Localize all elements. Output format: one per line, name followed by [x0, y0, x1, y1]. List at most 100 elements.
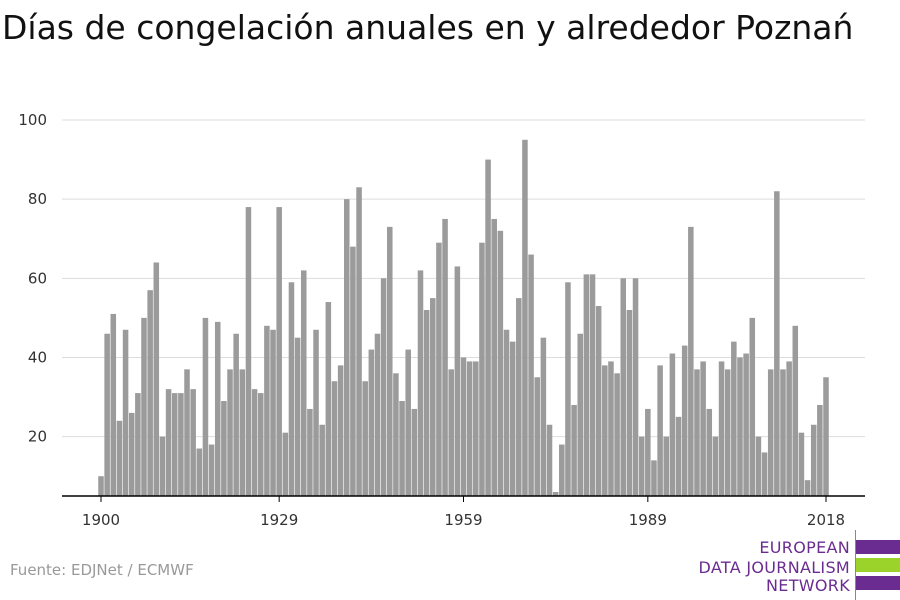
- bar-2009: [767, 369, 774, 496]
- bar-2013: [792, 325, 799, 496]
- bar-1966: [503, 329, 510, 496]
- bar-1939: [337, 365, 344, 496]
- bar-1962: [479, 242, 485, 496]
- logo-bar-purple-top: [856, 540, 900, 554]
- bar-1910: [159, 436, 166, 496]
- x-tick-labels: 1900 1929 1959 1989 2018: [82, 496, 845, 529]
- bar-1923: [239, 369, 246, 496]
- bar-2003: [731, 341, 737, 496]
- bar-2002: [724, 369, 731, 496]
- bar-1928: [270, 329, 276, 496]
- bar-1961: [473, 361, 479, 496]
- bar-1990: [651, 460, 657, 496]
- bar-1995: [681, 345, 688, 496]
- bar-2000: [712, 436, 719, 496]
- bar-1922: [233, 333, 239, 496]
- bar-1929: [276, 207, 282, 496]
- bar-1950: [405, 349, 411, 496]
- bar-1976: [565, 282, 571, 496]
- logo-line-3: NETWORK: [766, 576, 850, 595]
- bar-1946: [380, 278, 387, 496]
- bar-2005: [743, 353, 749, 496]
- bar-1944: [368, 349, 375, 496]
- y-tick-label-100: 100: [18, 111, 47, 129]
- x-tick-label-1900: 1900: [82, 511, 120, 529]
- bar-1942: [356, 187, 362, 496]
- bar-1901: [104, 333, 110, 496]
- x-tick-label-1989: 1989: [629, 511, 667, 529]
- bar-1907: [141, 317, 147, 496]
- bar-1989: [645, 408, 651, 496]
- bars: [98, 139, 829, 497]
- bar-1958: [454, 266, 461, 496]
- bar-1997: [694, 369, 700, 496]
- bar-1965: [497, 230, 504, 496]
- bar-1957: [448, 369, 454, 496]
- bar-1926: [257, 393, 264, 496]
- bar-1982: [602, 365, 608, 496]
- bar-1984: [614, 373, 620, 496]
- bar-1945: [374, 333, 381, 496]
- logo-line-2: DATA JOURNALISM: [698, 558, 850, 577]
- bar-1983: [608, 361, 614, 496]
- bar-1969: [522, 139, 528, 497]
- bar-1994: [675, 416, 682, 496]
- bar-1915: [190, 389, 196, 496]
- bar-2011: [780, 369, 786, 496]
- logo-bar-purple-bottom: [856, 576, 900, 590]
- bar-2012: [786, 361, 792, 496]
- bar-1908: [147, 290, 153, 496]
- bar-1935: [313, 329, 319, 496]
- bar-1912: [171, 393, 178, 496]
- y-tick-label-80: 80: [28, 190, 47, 208]
- bar-1906: [135, 393, 141, 496]
- bar-1986: [626, 309, 633, 496]
- bar-1940: [344, 199, 350, 496]
- bar-2006: [749, 317, 756, 496]
- bar-1918: [208, 444, 215, 496]
- bar-1975: [559, 444, 565, 496]
- bar-1970: [528, 254, 534, 496]
- bar-2018: [823, 377, 829, 496]
- bar-1981: [595, 306, 602, 496]
- bar-1954: [430, 298, 436, 496]
- bar-1996: [688, 226, 694, 497]
- bar-1992: [663, 436, 670, 496]
- bar-1968: [516, 298, 522, 496]
- bar-2004: [737, 357, 743, 496]
- bar-1919: [214, 321, 221, 496]
- bar-1955: [436, 242, 442, 496]
- bar-1949: [399, 401, 405, 496]
- bar-1964: [491, 218, 497, 496]
- bar-1999: [706, 408, 713, 496]
- bar-2015: [804, 480, 811, 496]
- bar-1967: [509, 341, 516, 496]
- bar-1951: [411, 408, 418, 496]
- bar-2007: [755, 436, 762, 496]
- bar-1934: [307, 408, 313, 496]
- bar-1931: [288, 282, 295, 496]
- logo-separator: [855, 530, 856, 600]
- bar-1947: [387, 226, 393, 497]
- bar-1952: [417, 270, 424, 496]
- bar-1998: [700, 361, 706, 496]
- bar-1933: [300, 270, 307, 496]
- bar-1920: [221, 401, 227, 496]
- y-tick-label-40: 40: [28, 348, 47, 366]
- chart-title: Días de congelación anuales en y alreded…: [2, 8, 854, 47]
- bar-1938: [331, 381, 338, 496]
- bar-2017: [817, 404, 823, 496]
- bar-2014: [798, 432, 805, 496]
- bar-2016: [810, 424, 817, 496]
- x-tick-label-1929: 1929: [260, 511, 298, 529]
- bar-1987: [632, 278, 639, 496]
- bar-1985: [620, 278, 627, 496]
- bar-1991: [657, 365, 663, 496]
- bar-1930: [282, 432, 289, 496]
- bar-1921: [227, 369, 233, 496]
- x-tick-label-1959: 1959: [444, 511, 482, 529]
- y-tick-label-60: 60: [28, 269, 47, 287]
- bar-1959: [460, 357, 467, 496]
- bar-1924: [245, 207, 252, 496]
- bar-1956: [442, 218, 448, 496]
